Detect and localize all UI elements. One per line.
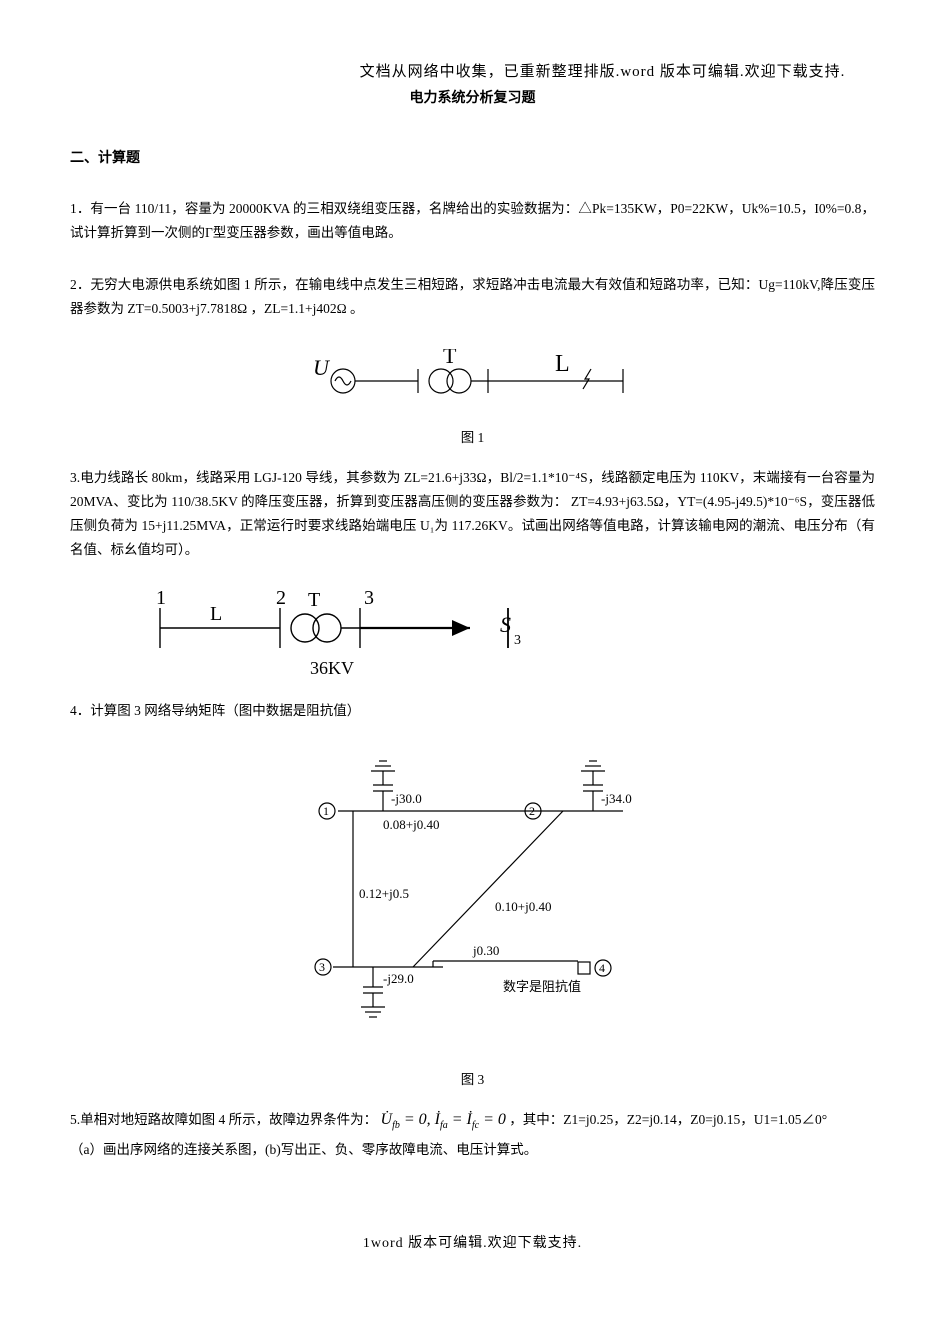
fig3-node-4: 4 <box>599 961 605 975</box>
p5-equation: U̇fb = 0, İfa = İfc = 0 <box>381 1111 506 1128</box>
problem-2: 2．无穷大电源供电系统如图 1 所示，在输电线中点发生三相短路，求短路冲击电流最… <box>70 273 875 321</box>
fig1-label-u: U <box>313 355 331 380</box>
problem-1: 1．有一台 110/11，容量为 20000KVA 的三相双绕组变压器，名牌给出… <box>70 197 875 245</box>
p5-text-c: （a）画出序网络的连接关系图，(b)写出正、负、零序故障电流、电压计算式。 <box>70 1142 537 1157</box>
fig3-edge-34: j0.30 <box>472 943 499 958</box>
fig3-shunt-3: -j29.0 <box>383 971 414 986</box>
problem-3: 3.电力线路长 80km，线路采用 LGJ-120 导线，其参数为 ZL=21.… <box>70 466 875 562</box>
fig2-label-t: T <box>308 590 320 611</box>
fig2-label-l: L <box>210 603 222 625</box>
figure-3: 1 2 3 4 -j30.0 -j34.0 -j29.0 0.08+j0.40 … <box>70 733 875 1038</box>
figure-1-caption: 图 1 <box>70 426 875 446</box>
fig3-edge-12: 0.08+j0.40 <box>383 817 439 832</box>
p5-text-b: ，其中：Z1=j0.25，Z2=j0.14，Z0=j0.15，U1=1.05∠0… <box>509 1112 827 1127</box>
fig1-label-l: L <box>555 351 570 377</box>
fig3-edge-13: 0.12+j0.5 <box>359 886 409 901</box>
fig3-note: 数字是阻抗值 <box>503 979 581 994</box>
fig3-shunt-1: -j30.0 <box>391 791 422 806</box>
section-heading: 二、计算题 <box>70 147 875 167</box>
figure-2: 1 2 3 L T 36KV S 3 <box>130 590 875 687</box>
doc-title: 电力系统分析复习题 <box>70 87 875 107</box>
page: 文档从网络中收集，已重新整理排版.word 版本可编辑.欢迎下载支持. 电力系统… <box>0 0 945 1292</box>
fig1-label-t: T <box>443 349 457 368</box>
fig2-node-2: 2 <box>276 590 286 609</box>
fig2-label-v: 36KV <box>310 658 354 678</box>
fig2-node-3: 3 <box>364 590 374 609</box>
fig3-shunt-2: -j34.0 <box>601 791 632 806</box>
fig3-node-2: 2 <box>529 804 535 818</box>
fig3-edge-23: 0.10+j0.40 <box>495 899 551 914</box>
problem-5: 5.单相对地短路故障如图 4 所示，故障边界条件为： U̇fb = 0, İfa… <box>70 1108 875 1162</box>
fig2-node-1: 1 <box>156 590 166 609</box>
p5-text-a: 5.单相对地短路故障如图 4 所示，故障边界条件为： <box>70 1112 377 1127</box>
fig2-label-s: S <box>500 612 511 637</box>
fig3-node-1: 1 <box>323 804 329 818</box>
fig3-node-3: 3 <box>319 960 325 974</box>
figure-2-svg: 1 2 3 L T 36KV S 3 <box>130 590 550 682</box>
fig2-label-s3: 3 <box>514 633 521 648</box>
figure-3-svg: 1 2 3 4 -j30.0 -j34.0 -j29.0 0.08+j0.40 … <box>283 733 663 1033</box>
figure-1: U T L <box>70 349 875 410</box>
header-note: 文档从网络中收集，已重新整理排版.word 版本可编辑.欢迎下载支持. <box>330 60 875 81</box>
page-footer: 1word 版本可编辑.欢迎下载支持. <box>70 1232 875 1252</box>
figure-3-caption: 图 3 <box>70 1068 875 1088</box>
figure-1-svg: U T L <box>293 349 653 405</box>
problem-4: 4．计算图 3 网络导纳矩阵（图中数据是阻抗值） <box>70 699 875 723</box>
